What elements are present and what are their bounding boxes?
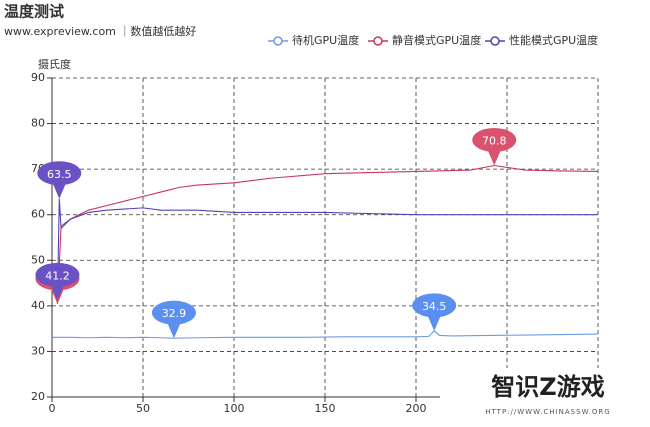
watermark-bg xyxy=(440,368,650,423)
marker-label: 41.2 xyxy=(45,269,70,282)
y-tick-label: 80 xyxy=(31,117,45,130)
x-tick-label: 50 xyxy=(136,402,150,415)
legend-label: 待机GPU温度 xyxy=(292,33,359,47)
y-tick-label: 50 xyxy=(31,253,45,266)
marker-label: 34.5 xyxy=(422,300,447,313)
x-tick-label: 150 xyxy=(315,402,336,415)
x-tick-label: 0 xyxy=(49,402,56,415)
legend-marker xyxy=(490,36,500,46)
marker-pin xyxy=(35,262,80,301)
y-axis-label: 摄氏度 xyxy=(38,57,71,71)
legend-label: 性能模式GPU温度 xyxy=(509,33,598,47)
chart-title: 温度测试 xyxy=(4,3,64,21)
marker-label: 32.9 xyxy=(162,307,187,320)
series-line xyxy=(55,164,599,305)
marker-pin xyxy=(37,161,82,199)
y-tick-label: 60 xyxy=(31,208,45,221)
y-tick-label: 20 xyxy=(31,390,45,403)
legend-marker xyxy=(273,36,283,46)
marker-pin xyxy=(412,293,457,331)
marker-pin xyxy=(151,300,196,339)
x-tick-label: 100 xyxy=(224,402,245,415)
marker-label: 70.8 xyxy=(482,134,507,147)
legend-marker xyxy=(373,36,383,46)
legend-label: 静音模式GPU温度 xyxy=(392,33,481,47)
marker-label: 63.5 xyxy=(47,168,72,181)
series-line xyxy=(52,330,599,339)
y-tick-label: 30 xyxy=(31,344,45,357)
marker-pin xyxy=(472,127,517,166)
y-tick-label: 90 xyxy=(31,71,45,84)
x-tick-label: 200 xyxy=(406,402,427,415)
series-line xyxy=(55,198,598,301)
chart-subtitle: www.expreview.com ｜数值越低越好 xyxy=(4,24,196,38)
watermark-url: HTTP://WWW.CHINASSW.ORG xyxy=(485,408,610,416)
watermark-brand: 智识Z游戏 xyxy=(491,373,604,401)
y-tick-label: 40 xyxy=(31,299,45,312)
